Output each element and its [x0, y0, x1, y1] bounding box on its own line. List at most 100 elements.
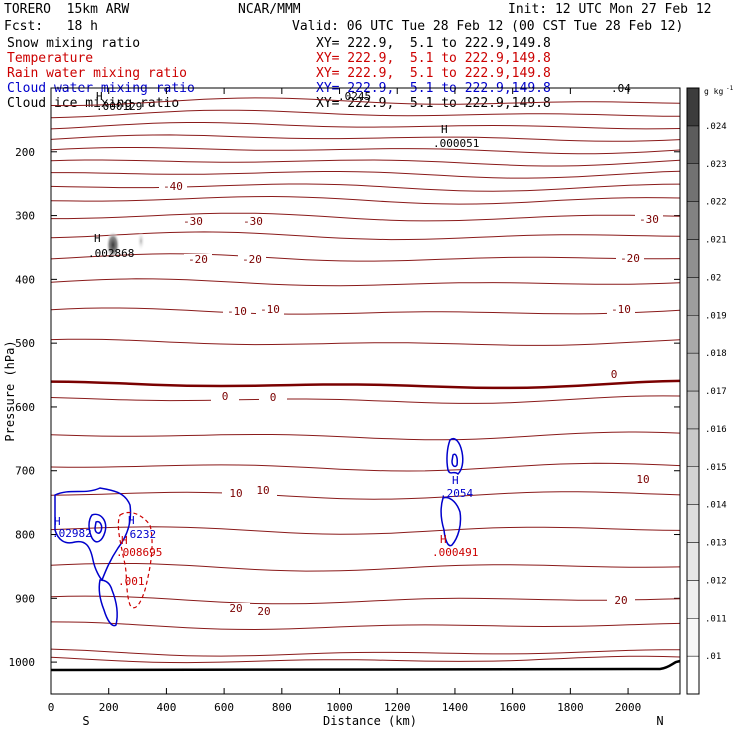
temperature-contour-label: 0 — [611, 368, 618, 381]
colorbar-unit-exponent: -1 — [726, 85, 734, 92]
contour-label-bg — [223, 306, 251, 317]
colorbar-swatch — [686, 618, 700, 657]
contour-label-bg — [607, 595, 635, 606]
maximum-marker: H — [54, 515, 61, 528]
colorbar: .01 .011 .012 .013 .014 .015 .016 .017 .018 .019.… — [686, 85, 734, 695]
isotherm — [51, 648, 680, 657]
contour-label-bg — [259, 392, 287, 403]
temperature-contour-label: -20 — [620, 252, 640, 265]
colorbar-swatch — [686, 315, 700, 354]
contour-label-bg — [250, 606, 278, 617]
x-tick-label: 1000 — [326, 701, 353, 714]
cloud-water-core — [94, 520, 103, 534]
legend-cloud-ice: Cloud ice mixing ratio — [7, 96, 180, 111]
colorbar-swatch — [686, 125, 700, 164]
colorbar-tick-label: .024 — [705, 122, 727, 132]
legend-rain-coords: XY= 222.9, 5.1 to 222.9,149.8 — [316, 66, 551, 81]
contour-label-bg — [222, 603, 250, 614]
maximum-value: .6232 — [123, 528, 156, 541]
x-tick-label: 400 — [156, 701, 176, 714]
isotherm — [51, 212, 680, 222]
maximum-marker: H — [94, 232, 101, 245]
colorbar-tick-label: .016 — [705, 425, 727, 435]
contour-label-bg — [256, 304, 284, 315]
colorbar-tick-label: .022 — [705, 198, 727, 208]
colorbar-tick-label: .023 — [705, 160, 727, 170]
colorbar-swatch — [686, 163, 700, 202]
isotherm — [51, 134, 680, 142]
snow-weak-blob — [137, 231, 145, 251]
colorbar-swatch — [686, 542, 700, 581]
colorbar-swatch — [686, 390, 700, 430]
colorbar-tick-label: .018 — [705, 349, 727, 359]
legend-temperature: Temperature — [7, 51, 94, 66]
isotherm — [51, 147, 680, 155]
x-tick-label: 1200 — [384, 701, 411, 714]
colorbar-tick-label: .021 — [705, 236, 727, 246]
temperature-contour-label: -20 — [188, 253, 208, 266]
colorbar-frame — [686, 87, 700, 695]
rain-water-contours — [117, 511, 153, 609]
y-tick-label: 300 — [15, 210, 35, 223]
temperature-contour-label: -20 — [242, 253, 262, 266]
isotherm — [51, 159, 680, 167]
cloud-water-left — [54, 487, 132, 582]
x-tick-label: 1600 — [499, 701, 526, 714]
init-time: Init: 12 UTC Mon 27 Feb 12 — [508, 2, 712, 17]
maximum-marker: H — [121, 534, 128, 547]
x-tick-label: 200 — [99, 701, 119, 714]
org-name: NCAR/MMM — [238, 2, 301, 17]
temperature-contour-label: -10 — [611, 303, 631, 316]
isotherm — [51, 183, 680, 192]
temperature-contour-label: 10 — [256, 484, 269, 497]
y-tick-label: 500 — [15, 337, 35, 350]
colorbar-tick-label: .01 — [705, 652, 721, 662]
isotherm — [51, 595, 680, 605]
plot-frame — [50, 87, 681, 695]
maximum-marker: H — [440, 533, 447, 546]
contour-label-bg — [600, 369, 628, 380]
isotherm — [51, 307, 680, 315]
colorbar-swatch — [686, 201, 700, 240]
contour-label-bg — [222, 488, 250, 499]
x-axis-north: N — [656, 714, 663, 728]
maximum-marker: H — [441, 123, 448, 136]
rain-water-contour — [117, 511, 153, 609]
contour-labels: -40 -30 -30 -30 -20 -20 -20 -10 -10 -10 0 0 0 10 10 10 2… — [159, 180, 663, 618]
y-axis-title: Pressure (hPa) — [3, 340, 17, 441]
colorbar-swatch — [686, 466, 700, 505]
temperature-contour-label: 10 — [229, 487, 242, 500]
isotherm — [51, 655, 680, 664]
colorbar-swatch — [686, 87, 700, 127]
y-tick-label: 600 — [15, 401, 35, 414]
maximum-value: .000491 — [432, 546, 478, 559]
maximum-value: .000129 — [96, 100, 142, 113]
colorbar-tick-label: .019 — [705, 311, 727, 321]
isotherm — [51, 97, 680, 107]
model-name: TORERO 15km ARW — [4, 2, 130, 17]
colorbar-swatch — [686, 352, 700, 392]
x-axis-south: S — [82, 714, 89, 728]
contour-label-bg — [635, 214, 663, 225]
contour-label-bg — [184, 254, 212, 265]
isotherm — [51, 231, 680, 241]
isotherm — [51, 431, 680, 441]
colorbar-unit: g kg — [704, 87, 723, 96]
y-tick-label: 1000 — [9, 656, 36, 669]
colorbar-tick-label: .017 — [705, 387, 727, 397]
temperature-contour-label: 0 — [270, 391, 277, 404]
snow-shading — [106, 231, 145, 259]
colorbar-tick-label: .012 — [705, 576, 727, 586]
y-tick-label: 900 — [15, 592, 35, 605]
isotherm — [51, 195, 680, 205]
temperature-contour-label: -10 — [260, 303, 280, 316]
y-tick-label: 800 — [15, 529, 35, 542]
colorbar-tick-label: .013 — [705, 539, 727, 549]
temperature-contour-label: -10 — [227, 305, 247, 318]
minor-contour-label: .001 — [118, 575, 145, 588]
isotherm — [51, 462, 680, 472]
maximum-value: .2054 — [440, 487, 473, 500]
temperature-contour-label: 20 — [229, 602, 242, 615]
snow-max-blob — [106, 231, 120, 259]
